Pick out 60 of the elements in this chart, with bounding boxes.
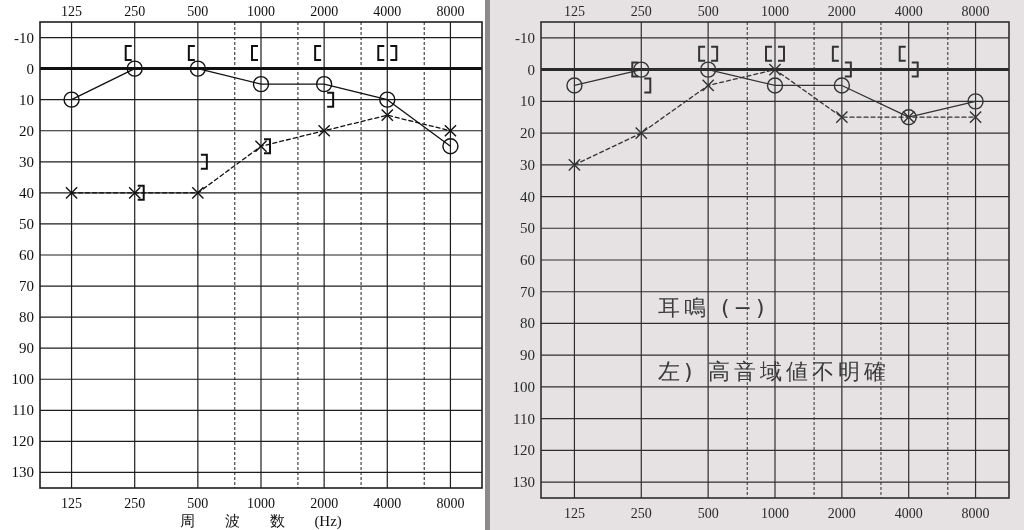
y-tick-label: 20 [19,122,34,139]
y-tick-label: 30 [520,156,535,173]
x2-tick-label: 4000 [894,4,923,19]
x-tick-label: 1000 [247,496,275,511]
y-tick-label: 100 [11,371,34,388]
y-tick-label: 0 [527,61,535,78]
x2-tick-label: 500 [697,4,719,19]
y-tick-label: 90 [520,347,535,364]
y-tick-label: 70 [520,283,535,300]
x-tick-label: 2000 [827,506,856,521]
x2-tick-label: 2000 [310,4,339,19]
x2-tick-label: 125 [563,4,585,19]
y-tick-label: -10 [515,29,535,46]
x2-tick-label: 8000 [436,4,465,19]
y-tick-label: 80 [19,309,34,326]
x-tick-label: 500 [697,506,719,521]
x2-tick-label: 8000 [961,4,990,19]
y-tick-label: 60 [520,252,535,268]
x2-tick-label: 250 [630,4,652,19]
x-tick-label: 125 [61,496,83,511]
x2-tick-label: 1000 [247,4,275,19]
x2-tick-label: 250 [124,4,146,19]
y-tick-label: 10 [520,93,535,110]
x-tick-label: 2000 [310,496,339,511]
y-tick-label: 0 [26,60,34,77]
x2-tick-label: 4000 [373,4,402,19]
x-tick-label: 1000 [761,506,789,521]
x2-tick-label: 1000 [761,4,789,19]
y-tick-label: 90 [19,340,34,357]
y-tick-label: 10 [19,91,34,108]
y-tick-label: 80 [520,315,535,332]
y-tick-label: 40 [520,188,535,205]
x-tick-label: 8000 [961,506,990,521]
y-tick-label: 130 [512,474,535,491]
x-tick-label: 8000 [436,496,465,511]
y-tick-label: 130 [11,464,34,481]
y-tick-label: 50 [19,215,34,232]
x2-tick-label: 2000 [827,4,856,19]
y-tick-label: -10 [14,29,34,46]
x-tick-label: 4000 [894,506,923,521]
y-tick-label: 50 [520,220,535,237]
x-tick-label: 125 [563,506,585,521]
x-axis-title: 周 波 数 (Hz) [180,513,342,529]
x2-tick-label: 125 [61,4,83,19]
x-tick-label: 250 [124,496,146,511]
x-tick-label: 4000 [373,496,402,511]
y-tick-label: 100 [512,378,535,395]
y-tick-label: 60 [19,247,34,263]
y-tick-label: 40 [19,184,34,201]
y-tick-label: 70 [19,278,34,295]
x-tick-label: 250 [630,506,652,521]
x-tick-label: 500 [187,496,209,511]
annotation: 耳鳴 (−) [658,295,769,321]
x2-tick-label: 500 [187,4,209,19]
y-tick-label: 20 [520,125,535,142]
y-tick-label: 120 [512,442,535,459]
y-tick-label: 110 [12,402,34,419]
y-tick-label: 110 [513,410,535,427]
y-tick-label: 30 [19,153,34,170]
y-tick-label: 120 [11,433,34,450]
